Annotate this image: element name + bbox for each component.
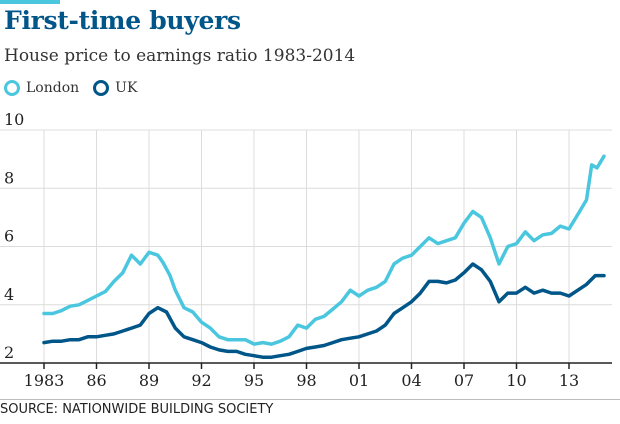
y-tick-label-4: 4 [4,285,14,304]
legend-swatch-uk [93,80,110,96]
source-note: SOURCE: NATIONWIDE BUILDING SOCIETY [0,402,274,417]
legend-item-london: London [4,80,79,96]
chart-title: First-time buyers [4,6,241,35]
legend-label-london: London [26,80,80,96]
x-tick-label-98: 98 [296,371,316,390]
x-tick-label-86: 86 [86,371,106,390]
x-tick-label-1983: 1983 [24,371,65,390]
x-tick-label-01: 01 [349,371,369,390]
x-tick-label-10: 10 [506,371,526,390]
x-tick-label-13: 13 [559,371,579,390]
line-chart: 2 4 6 8 10 1983 86 89 92 95 98 01 04 07 10 13 [0,110,612,390]
legend-label-uk: UK [115,80,138,96]
x-tick-label-04: 04 [401,371,421,390]
legend-swatch-london [4,80,20,96]
legend-item-uk: UK [93,80,137,96]
x-tick-label-92: 92 [191,371,211,390]
x-tick-label-95: 95 [244,371,264,390]
series-line-uk [42,262,606,359]
y-tick-label-2: 2 [4,343,14,362]
y-tick-label-8: 8 [4,168,14,187]
y-tick-label-6: 6 [4,227,14,246]
series-line-london [42,154,606,346]
x-tick-label-07: 07 [454,371,474,390]
y-tick-label-10: 10 [4,110,24,129]
x-tick-label-89: 89 [139,371,159,390]
chart-subtitle: House price to earnings ratio 1983-2014 [4,46,356,66]
source-rule [0,399,620,400]
accent-bar [0,0,60,4]
legend: London UK [4,78,151,98]
